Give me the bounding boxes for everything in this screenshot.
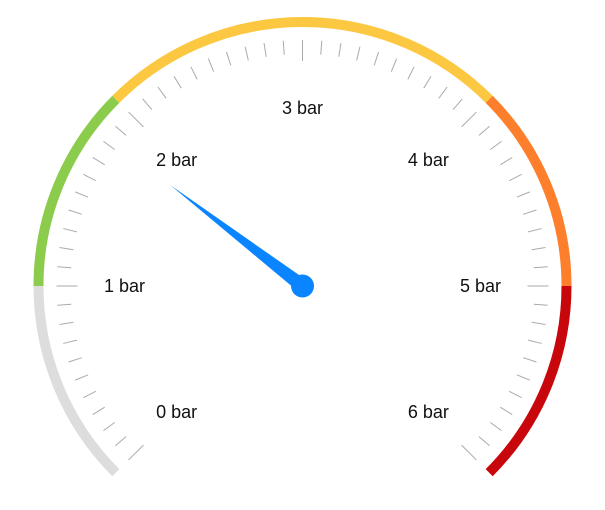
minor-tick	[500, 157, 513, 166]
scale-label-0: 0 bar	[156, 402, 197, 422]
minor-tick	[531, 321, 546, 325]
minor-tick	[103, 421, 116, 431]
scale-label-6: 6 bar	[408, 402, 449, 422]
minor-tick	[282, 40, 285, 55]
minor-tick	[508, 173, 522, 182]
minor-tick	[190, 66, 198, 80]
minor-tick	[59, 321, 74, 325]
major-tick	[128, 111, 144, 128]
color-band-segment-2	[112, 17, 493, 103]
minor-tick	[92, 157, 105, 166]
minor-tick	[103, 141, 116, 151]
minor-tick	[115, 125, 127, 136]
minor-tick	[508, 390, 522, 399]
minor-tick	[531, 247, 546, 251]
minor-tick	[489, 421, 502, 431]
minor-tick	[527, 339, 542, 344]
minor-tick	[373, 51, 379, 66]
minor-tick	[157, 86, 167, 99]
minor-tick	[478, 125, 490, 136]
minor-tick	[438, 86, 448, 99]
major-tick	[128, 444, 144, 461]
minor-tick	[500, 406, 513, 415]
minor-tick	[63, 339, 78, 344]
needle-hub	[291, 274, 314, 298]
minor-tick	[244, 46, 249, 61]
minor-tick	[489, 141, 502, 151]
scale-label-2: 2 bar	[156, 150, 197, 170]
scale-label-5: 5 bar	[460, 276, 501, 296]
minor-tick	[522, 357, 537, 363]
minor-tick	[478, 436, 490, 447]
minor-tick	[320, 40, 323, 55]
minor-tick	[57, 266, 72, 269]
minor-tick	[59, 247, 74, 251]
minor-tick	[68, 209, 83, 215]
minor-tick	[527, 228, 542, 233]
minor-tick	[533, 266, 548, 269]
color-band-segment-0	[33, 285, 120, 477]
minor-tick	[263, 42, 267, 57]
minor-tick	[68, 357, 83, 363]
scale-label-1: 1 bar	[104, 276, 145, 296]
color-band-segment-4	[485, 285, 572, 477]
minor-tick	[516, 374, 530, 381]
minor-tick	[516, 191, 530, 198]
minor-tick	[356, 46, 361, 61]
minor-tick	[407, 66, 415, 80]
minor-tick	[452, 98, 463, 110]
minor-tick	[390, 58, 398, 72]
minor-tick	[533, 303, 548, 306]
color-band-segment-3	[485, 95, 572, 287]
minor-tick	[92, 406, 105, 415]
minor-tick	[522, 209, 537, 215]
minor-tick	[57, 303, 72, 306]
minor-tick	[83, 390, 97, 399]
gauge-needle-group	[170, 185, 314, 298]
gauge-needle	[170, 185, 307, 292]
major-tick	[461, 111, 477, 128]
minor-tick	[338, 42, 342, 57]
minor-tick	[83, 173, 97, 182]
minor-tick	[226, 51, 232, 66]
color-band-arc	[33, 17, 572, 477]
scale-label-4: 4 bar	[408, 150, 449, 170]
minor-tick	[142, 98, 153, 110]
major-tick	[461, 444, 477, 461]
minor-tick	[75, 191, 89, 198]
minor-tick	[115, 436, 127, 447]
minor-tick	[75, 374, 89, 381]
minor-tick	[207, 58, 215, 72]
scale-labels: 0 bar 1 bar 2 bar 3 bar 4 bar 5 bar 6 bar	[104, 98, 501, 422]
minor-tick	[63, 228, 78, 233]
minor-tick	[423, 75, 432, 89]
minor-tick	[173, 75, 182, 89]
tick-marks	[56, 40, 549, 461]
scale-label-3: 3 bar	[282, 98, 323, 118]
color-band-segment-1	[33, 95, 120, 287]
